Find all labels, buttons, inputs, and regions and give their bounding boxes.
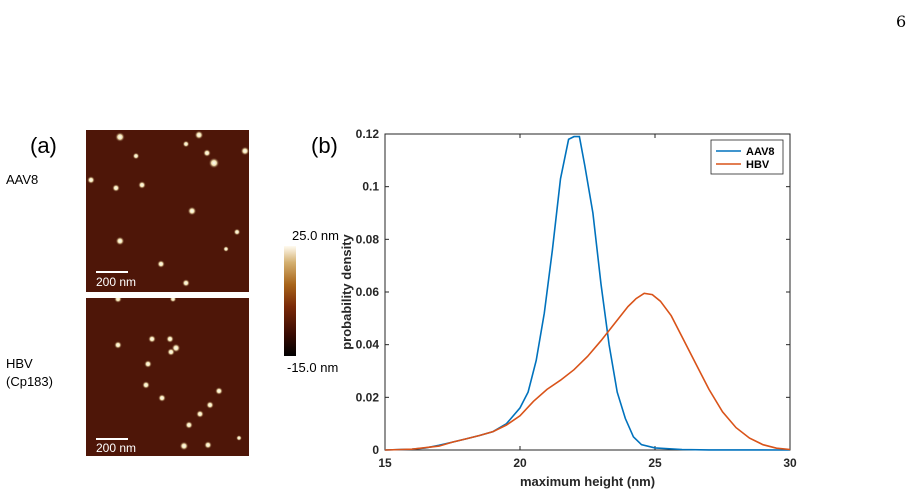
series-line-aav8 <box>384 135 791 451</box>
y-tick-label: 0.06 <box>356 285 380 299</box>
y-tick-label: 0.02 <box>356 390 380 404</box>
height-distribution-chart: 15 20 25 30 0 0.02 0.04 0.06 0.08 0.1 0.12 maximum … <box>339 127 797 489</box>
colorbar-max-label: 25.0 nm <box>292 228 339 243</box>
panel-a-label: (a) <box>30 133 57 158</box>
y-tick-label: 0.08 <box>356 232 380 246</box>
afm-image-hbv: 200 nm <box>86 298 249 456</box>
legend-label-hbv: HBV <box>746 159 770 171</box>
y-axis-title: probability density <box>339 233 354 349</box>
y-tick-label: 0.12 <box>356 127 380 141</box>
y-tick-label: 0.1 <box>362 180 379 194</box>
afm-hbv-label-line1: HBV <box>6 356 33 371</box>
afm-hbv-label-line2: (Cp183) <box>6 374 53 389</box>
x-tick-label: 20 <box>513 456 527 470</box>
page-number: 6 <box>896 12 907 31</box>
afm-aav8-particles <box>87 130 249 287</box>
scale-bar-hbv-label: 200 nm <box>96 441 137 455</box>
y-tick-label: 0.04 <box>356 338 380 352</box>
x-axis-title: maximum height (nm) <box>520 474 655 489</box>
x-tick-label: 30 <box>783 456 797 470</box>
scale-bar-aav8 <box>96 271 128 273</box>
series-line-hbv <box>384 292 791 451</box>
legend-box <box>710 139 784 175</box>
afm-aav8-row-label: AAV8 <box>6 172 39 187</box>
afm-image-aav8: 200 nm <box>86 130 249 292</box>
panel-b-label: (b) <box>311 133 338 158</box>
colorbar-min-label: -15.0 nm <box>287 360 339 375</box>
afm-hbv-row-label: HBV (Cp183) <box>6 355 53 391</box>
legend-label-aav8: AAV8 <box>746 146 775 158</box>
height-colorbar <box>284 246 296 356</box>
x-tick-label: 15 <box>378 456 392 470</box>
y-tick-label: 0 <box>372 443 379 457</box>
x-tick-label: 25 <box>648 456 662 470</box>
scale-bar-hbv <box>96 438 128 440</box>
afm-hbv-particles <box>114 298 242 451</box>
scale-bar-aav8-label: 200 nm <box>96 275 137 289</box>
